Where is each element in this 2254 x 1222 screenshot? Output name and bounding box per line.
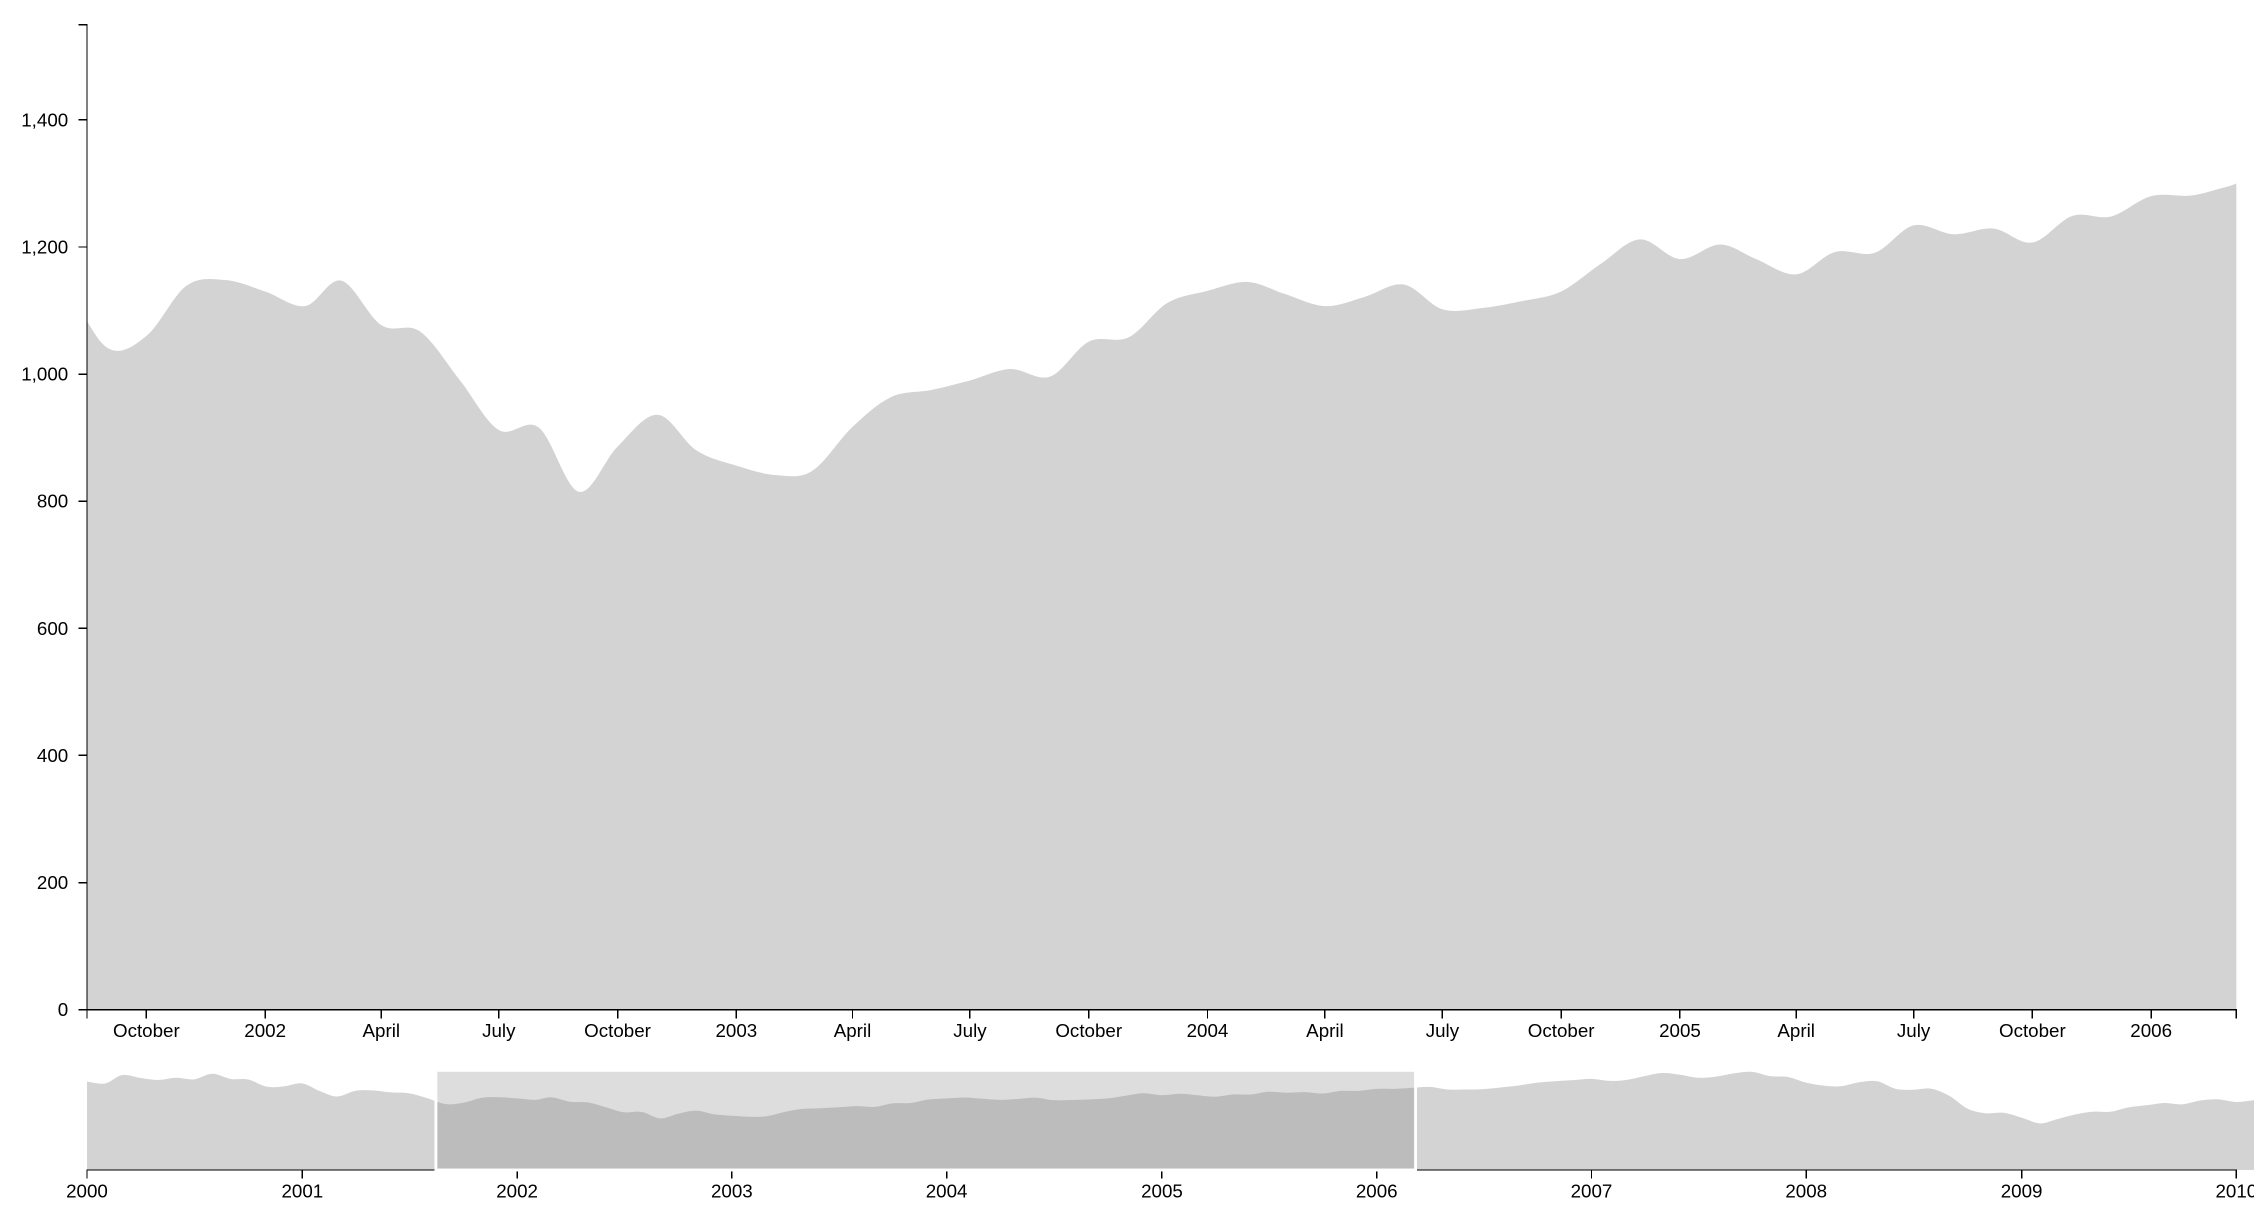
y-tick-label: 1,200 (21, 237, 68, 258)
y-tick-label: 0 (58, 999, 68, 1020)
x-tick-label: 2002 (244, 1020, 286, 1041)
x-tick-label: October (584, 1020, 651, 1041)
x-tick-label: 2003 (715, 1020, 757, 1041)
y-tick-label: 600 (37, 618, 68, 639)
y-tick-label: 1,000 (21, 364, 68, 385)
x-tick-label: 2003 (711, 1180, 753, 1201)
x-tick-label: 2008 (1785, 1180, 1827, 1201)
x-tick-label: 2004 (1187, 1020, 1229, 1041)
y-axis-line (78, 23, 88, 1011)
y-tick-label: 1,400 (21, 109, 68, 130)
y-tick-label: 400 (37, 745, 68, 766)
x-tick-label: April (834, 1020, 872, 1041)
x-tick-label: 2001 (281, 1180, 323, 1201)
x-tick-label: April (363, 1020, 401, 1041)
x-tick-label: October (1528, 1020, 1595, 1041)
x-tick-label: October (113, 1020, 180, 1041)
x-tick-label: 2005 (1659, 1020, 1701, 1041)
x-tick-label: 2009 (2001, 1180, 2043, 1201)
area (87, 1071, 2254, 1170)
area (87, 183, 2237, 1010)
context[interactable]: 2000 2001 2002 2003 2004 2005 2006 2007 2008 2009… (66, 1068, 2254, 1201)
brush-selection[interactable] (434, 1068, 1417, 1172)
x-tick-label: 2000 (66, 1180, 108, 1201)
x-tick-label: July (953, 1020, 987, 1041)
x-tick-label: 2002 (496, 1180, 538, 1201)
x-tick-label: April (1306, 1020, 1344, 1041)
x-tick-label: July (1426, 1020, 1460, 1041)
x-tick-label: October (1999, 1020, 2066, 1041)
x-axis-line (86, 1008, 2238, 1019)
y-tick-label: 200 (37, 872, 68, 893)
x-tick-label: 2004 (926, 1180, 968, 1201)
x-tick-label: 2006 (1356, 1180, 1398, 1201)
x-tick-label: April (1777, 1020, 1815, 1041)
x-tick-label: 2006 (2130, 1020, 2172, 1041)
x-tick-label: 2007 (1571, 1180, 1613, 1201)
x-tick-label: October (1055, 1020, 1122, 1041)
x-tick-label: 2010 (2215, 1180, 2254, 1201)
x-tick-label: July (482, 1020, 516, 1041)
x-tick-label: July (1897, 1020, 1931, 1041)
y-tick-label: 800 (37, 491, 68, 512)
focus: October 2002 April July October 2003 April July… (21, 23, 2238, 1041)
x-tick-label: 2005 (1141, 1180, 1183, 1201)
